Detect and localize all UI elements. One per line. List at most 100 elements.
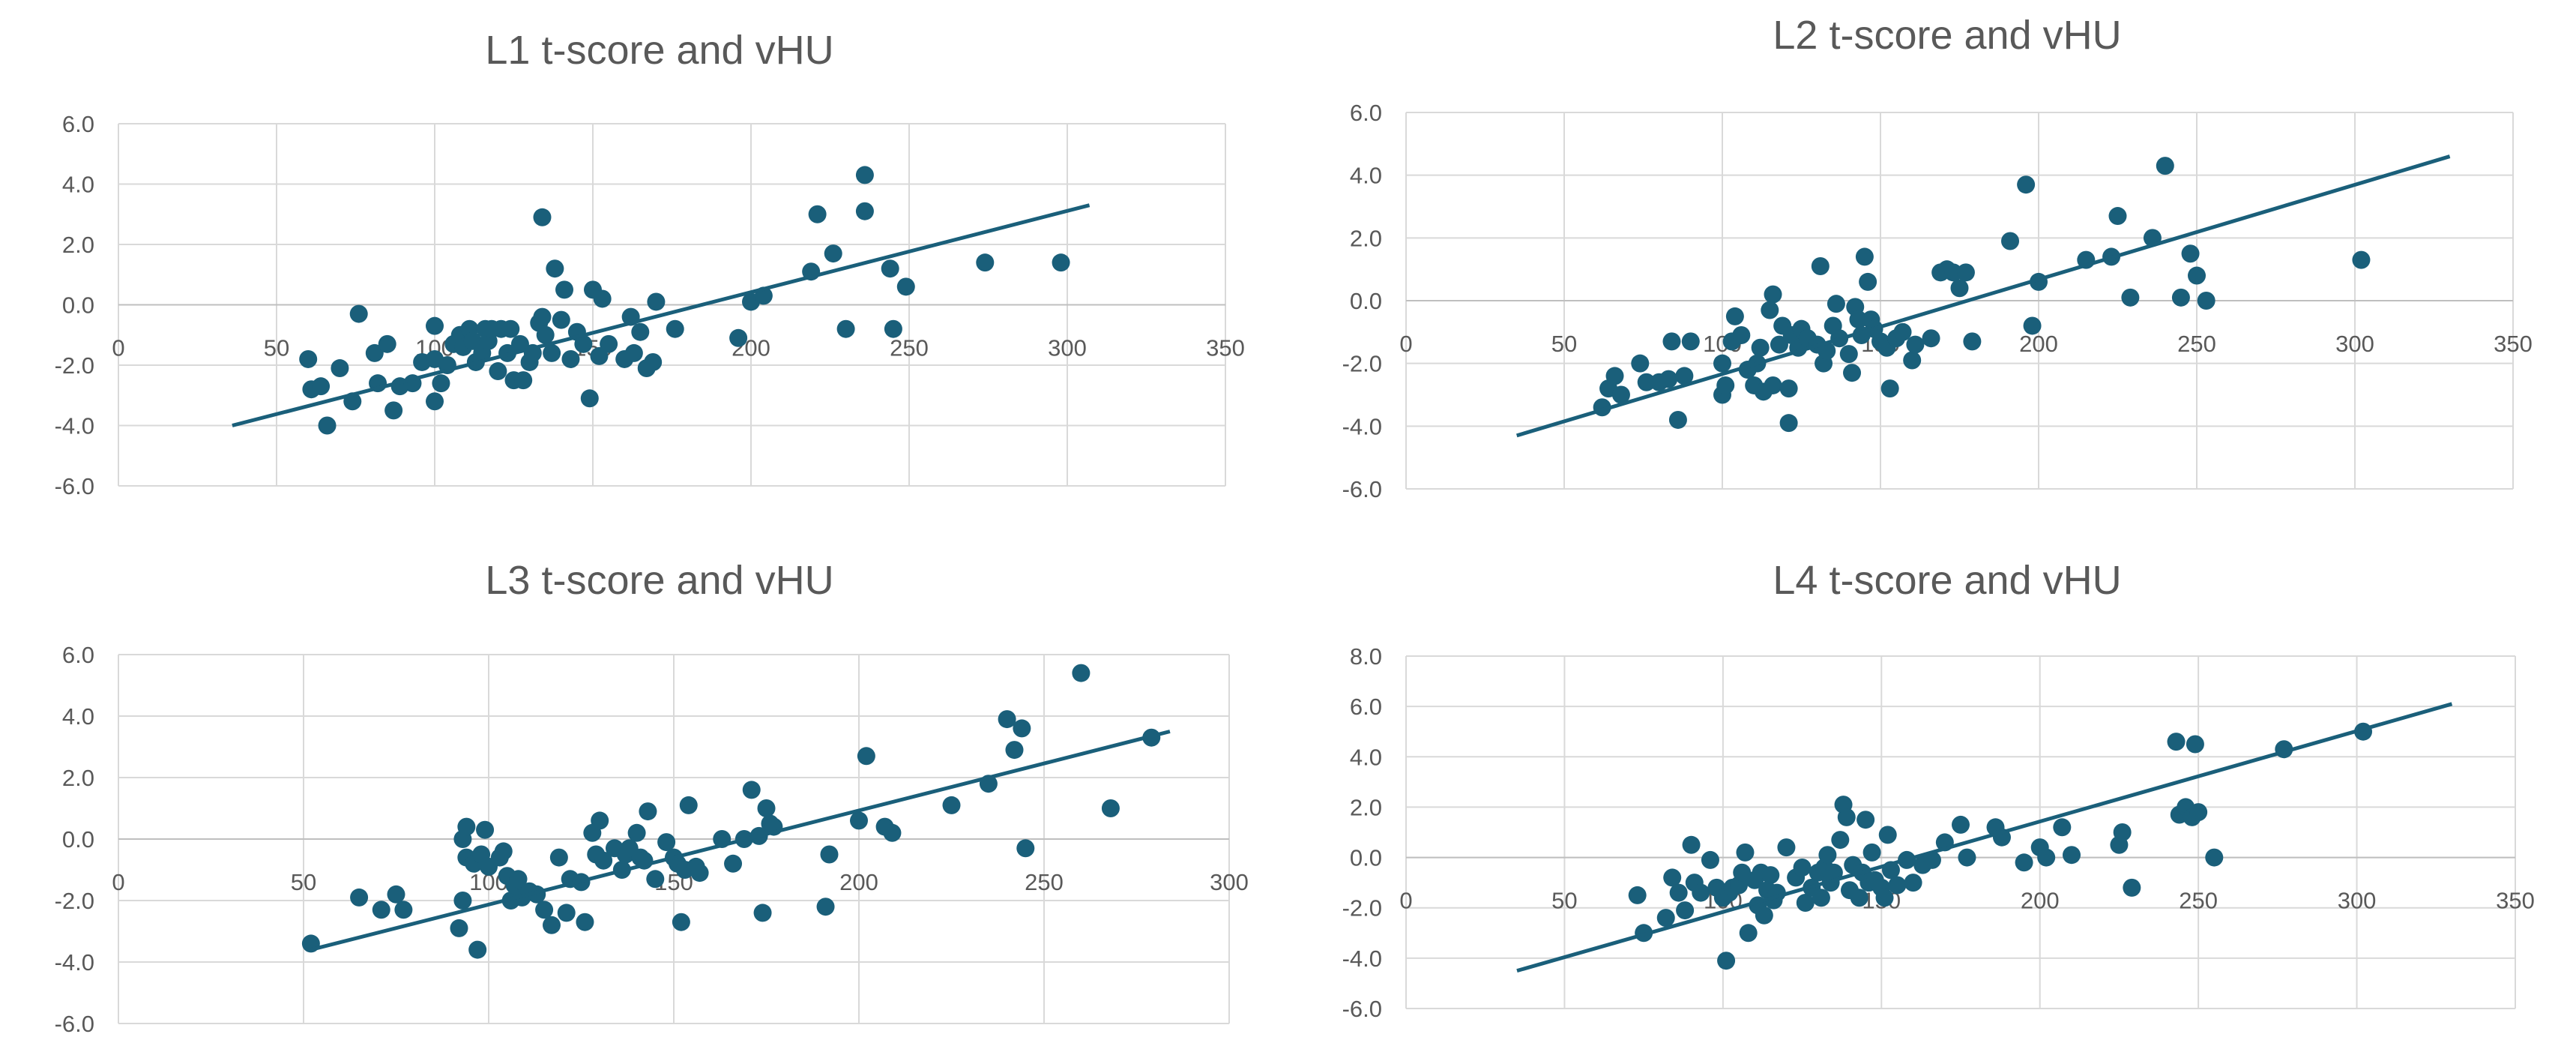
l2-data-point	[2108, 207, 2127, 226]
l1-data-point	[574, 334, 593, 353]
l2-data-point	[2023, 316, 2042, 335]
l1-data-point	[426, 392, 444, 411]
l4-data-point	[2186, 735, 2204, 754]
l4-data-point	[2037, 848, 2056, 867]
l4-data-point	[1952, 815, 1970, 834]
l4-x-tick-label: 250	[2179, 888, 2218, 914]
l3-y-tick-label: -6.0	[55, 1011, 94, 1037]
l3-x-tick-label: 50	[291, 869, 316, 895]
l2-x-tick-label: 350	[2494, 331, 2533, 357]
l1-data-point	[318, 416, 337, 435]
l1-data-point	[884, 319, 902, 338]
l3-y-tick-label: 2.0	[62, 765, 94, 791]
l4-data-point	[1850, 889, 1868, 907]
l3-data-point	[535, 901, 554, 919]
l4-data-point	[1958, 848, 1976, 867]
l4-data-point	[2189, 803, 2208, 822]
l1-data-point	[349, 304, 368, 323]
l3-data-point	[476, 820, 495, 839]
l1-data-point	[533, 307, 552, 326]
l1-data-point	[976, 253, 995, 272]
l1-data-point	[365, 343, 384, 362]
l3-data-point	[453, 892, 472, 910]
l1-data-point	[489, 362, 507, 381]
l3-data-point	[646, 870, 665, 889]
l4-data-point	[2015, 853, 2033, 872]
l3-data-point	[450, 919, 468, 937]
l2-data-point	[2121, 288, 2140, 307]
l1-data-point	[555, 280, 574, 299]
l1-data-point	[836, 319, 855, 338]
l2-data-point	[1662, 332, 1681, 351]
l3-data-point	[857, 747, 875, 766]
l1-data-point	[666, 319, 684, 338]
l3-data-point	[627, 823, 646, 842]
l1-x-tick-label: 350	[1206, 335, 1245, 361]
l4-data-point	[2113, 823, 2132, 841]
l2-data-point	[1713, 354, 1731, 373]
l3-y-tick-label: 0.0	[62, 826, 94, 853]
l3-data-point	[557, 904, 576, 922]
l3-y-tick-label: -4.0	[55, 949, 94, 976]
l4-y-tick-label: 4.0	[1350, 744, 1382, 770]
l4-data-point	[1777, 838, 1796, 857]
l2-data-point	[1770, 335, 1788, 354]
l1-data-point	[331, 359, 349, 378]
l1-data-point	[299, 349, 318, 368]
l1-y-tick-label: -2.0	[55, 352, 94, 379]
l3-data-point	[509, 870, 528, 889]
l4-data-point	[1755, 906, 1773, 925]
l4-data-point	[1701, 850, 1719, 869]
l1-x-tick-label: 0	[112, 335, 124, 361]
l1-y-tick-label: 6.0	[62, 111, 94, 137]
l3-data-point	[753, 904, 772, 922]
l2-data-point	[1922, 329, 1940, 348]
l3-data-point	[742, 781, 761, 799]
l2-y-tick-label: 2.0	[1350, 225, 1382, 251]
l2-y-tick-label: 6.0	[1350, 100, 1382, 126]
l3-scatter-chart: L3 t-score and vHU -6.0 -4.0 -2.0 0.0 2.0 4.0 6…	[55, 558, 1249, 1037]
l3-data-point	[820, 845, 839, 864]
l1-data-point	[729, 328, 748, 347]
l2-data-point	[1611, 385, 1630, 404]
l3-data-point	[724, 854, 743, 873]
l2-data-point	[1779, 414, 1798, 433]
l2-data-point	[1716, 376, 1735, 394]
l4-data-point	[1628, 886, 1647, 904]
l1-data-point	[644, 352, 663, 371]
l4-data-point	[2123, 878, 2141, 897]
l4-chart-title: L4 t-score and vHU	[1773, 558, 2121, 603]
l4-data-point	[2205, 848, 2224, 867]
l3-data-point	[657, 833, 676, 852]
l4-data-point	[2167, 733, 2186, 751]
l4-data-point	[1862, 843, 1881, 862]
l1-data-point	[536, 325, 555, 344]
l1-data-point	[552, 310, 570, 329]
l4-x-tick-label: 200	[2021, 888, 2060, 914]
l3-data-point	[549, 848, 568, 867]
l3-chart-title: L3 t-score and vHU	[485, 558, 833, 603]
l2-data-point	[1761, 301, 1779, 319]
l4-data-point	[1796, 894, 1815, 912]
l3-data-point	[942, 796, 961, 814]
l2-data-point	[1811, 256, 1830, 275]
l2-data-point	[1956, 263, 1975, 282]
l2-data-point	[1818, 341, 1836, 360]
l2-data-point	[1903, 351, 1922, 370]
l2-data-point	[1963, 332, 1982, 351]
l2-data-point	[1827, 295, 1845, 313]
l2-data-point	[1637, 373, 1656, 391]
l2-x-tick-label: 0	[1399, 331, 1412, 357]
l4-data-point	[1888, 876, 1907, 895]
l2-y-tick-label: -2.0	[1342, 351, 1382, 377]
l1-data-point	[580, 389, 599, 408]
l1-data-point	[426, 316, 444, 335]
l4-y-tick-label: -4.0	[1342, 946, 1382, 972]
l1-data-point	[600, 334, 618, 353]
l2-data-point	[1605, 367, 1624, 385]
l4-y-tick-label: 8.0	[1350, 643, 1382, 670]
l3-x-tick-label: 0	[112, 869, 124, 895]
l3-data-point	[1072, 664, 1091, 682]
l2-data-point	[1859, 272, 1877, 291]
l1-y-tick-label: 0.0	[62, 292, 94, 319]
